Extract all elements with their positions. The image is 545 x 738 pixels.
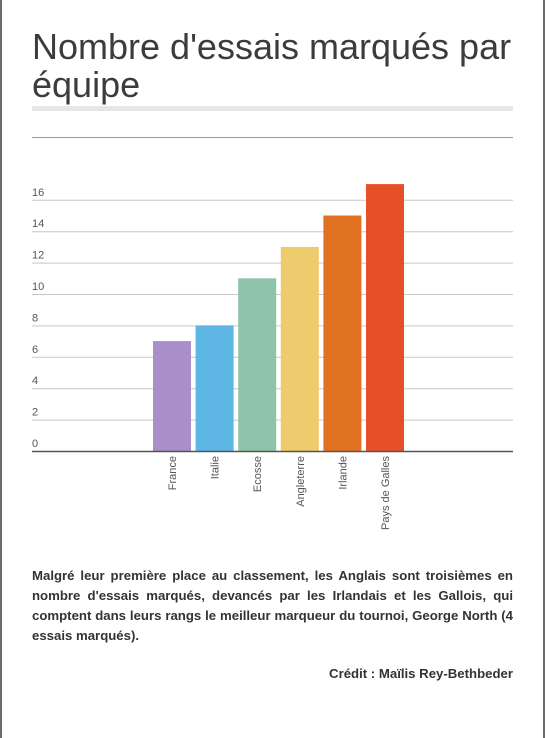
title-divider	[32, 106, 513, 111]
x-tick-label: France	[167, 456, 179, 490]
x-tick-label: Italie	[210, 456, 222, 479]
x-tick-label: Ecosse	[252, 456, 264, 492]
y-tick-label: 6	[32, 344, 38, 356]
bar	[280, 246, 319, 451]
bar	[323, 215, 362, 451]
bar	[238, 278, 277, 451]
y-tick-label: 10	[32, 281, 44, 293]
y-tick-label: 14	[32, 218, 44, 230]
y-tick-label: 16	[32, 187, 44, 199]
y-tick-label: 12	[32, 250, 44, 262]
credit-name: Maïlis Rey-Bethbeder	[378, 666, 513, 681]
chart-top-divider	[32, 137, 513, 138]
credit-label: Crédit :	[329, 666, 376, 681]
x-tick-label: Irlande	[337, 456, 349, 490]
x-tick-label: Pays de Galles	[380, 456, 392, 530]
y-tick-label: 2	[32, 407, 38, 419]
y-tick-label: 8	[32, 312, 38, 324]
y-tick-label: 4	[32, 375, 38, 387]
y-tick-label: 0	[32, 438, 38, 450]
credit-line: Crédit : Maïlis Rey-Bethbeder	[329, 666, 513, 681]
x-tick-label: Angleterre	[295, 456, 307, 507]
bar-chart: 0 2 4 6 8 10 12 14 16 France Italie Ecosse Angleterr…	[32, 184, 513, 530]
bar	[366, 184, 404, 451]
chart-caption: Malgré leur première place au classement…	[32, 568, 513, 643]
page-title: Nombre d'essais marqués par équipe	[32, 26, 512, 105]
bar	[153, 341, 191, 451]
bar	[195, 325, 234, 451]
